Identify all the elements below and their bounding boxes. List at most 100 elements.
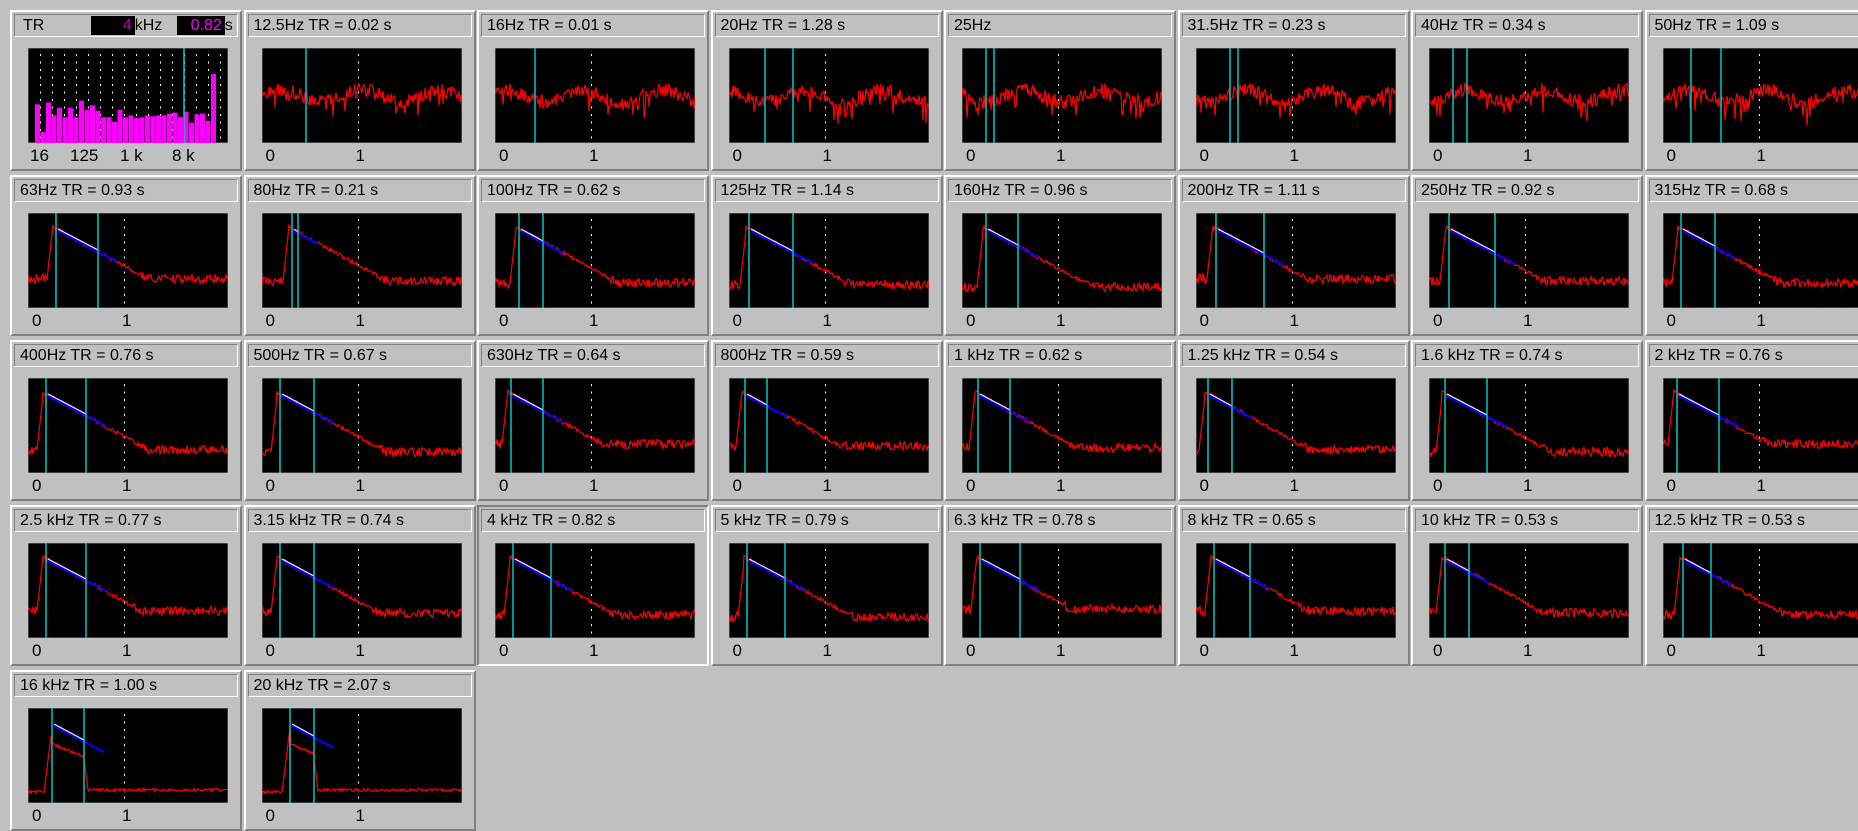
histogram-tick-16: 16 (30, 146, 49, 165)
decay-plot[interactable] (728, 378, 929, 473)
x-tick-0: 0 (499, 311, 509, 330)
decay-plot[interactable] (1662, 48, 1858, 143)
regression-line (979, 393, 1011, 411)
band-title: 10 kHz TR = 0.53 s (1415, 509, 1639, 532)
fit-line (1450, 230, 1516, 265)
decay-plot[interactable] (28, 378, 228, 473)
decay-plot[interactable] (1195, 48, 1396, 143)
decay-plot[interactable] (1195, 378, 1396, 473)
fit-line (1208, 395, 1253, 419)
frequency-readout[interactable]: 4 (90, 16, 135, 35)
decay-plot[interactable] (728, 48, 929, 143)
band-title: 12.5Hz TR = 0.02 s (247, 14, 472, 37)
histogram-bar (62, 117, 68, 143)
decay-plot[interactable] (28, 543, 228, 638)
x-tick-0: 0 (732, 476, 742, 495)
tr-histogram[interactable] (28, 48, 228, 143)
tr-readout[interactable]: 0.82 (176, 16, 225, 35)
decay-trace (261, 727, 462, 795)
band-panel[interactable]: 25Hz 0 1 (944, 10, 1176, 171)
decay-plot[interactable] (495, 213, 695, 308)
regression-line (1446, 558, 1470, 572)
decay-plot[interactable] (1429, 213, 1629, 308)
regression-line (512, 393, 544, 411)
decay-plot[interactable] (495, 543, 695, 638)
decay-plot[interactable] (495, 378, 695, 473)
decay-plot[interactable] (728, 213, 929, 308)
regression-line (47, 558, 87, 580)
decay-plot[interactable] (1195, 543, 1396, 638)
histogram-bar (73, 117, 79, 143)
x-tick-1: 1 (822, 146, 832, 165)
x-tick-0: 0 (1666, 311, 1676, 330)
decay-plot[interactable] (1429, 48, 1629, 143)
fit-line (1683, 560, 1732, 586)
decay-plot[interactable] (261, 378, 462, 473)
histogram-bar (68, 108, 73, 143)
decay-plot[interactable] (962, 48, 1162, 143)
decay-plot[interactable] (962, 213, 1162, 308)
decay-plot[interactable] (1195, 213, 1396, 308)
decay-plot[interactable] (962, 543, 1162, 638)
x-tick-0: 0 (32, 311, 42, 330)
x-tick-1: 1 (1289, 146, 1299, 165)
decay-plot[interactable] (261, 48, 462, 143)
decay-plot[interactable] (728, 543, 929, 638)
x-tick-1: 1 (1056, 311, 1066, 330)
histogram-bar (172, 112, 178, 143)
summary-panel[interactable]: TR 4 kHz 0.82 s 16 125 1 k 8 k (10, 10, 242, 171)
decay-plot[interactable] (1429, 378, 1629, 473)
band-title: 5 kHz TR = 0.79 s (714, 509, 939, 532)
decay-plot[interactable] (261, 708, 462, 803)
decay-plot[interactable] (1662, 378, 1858, 473)
decay-plot[interactable] (495, 48, 695, 143)
decay-plot[interactable] (28, 213, 228, 308)
decay-plot[interactable] (261, 543, 462, 638)
decay-plot[interactable] (261, 213, 462, 308)
fit-line (290, 725, 335, 749)
histogram-bar (51, 115, 57, 143)
decay-plot[interactable] (1429, 543, 1629, 638)
decay-plot[interactable] (962, 378, 1162, 473)
decay-plot[interactable] (1662, 213, 1858, 308)
decay-plot[interactable] (28, 708, 228, 803)
decay-plot[interactable] (1662, 543, 1858, 638)
